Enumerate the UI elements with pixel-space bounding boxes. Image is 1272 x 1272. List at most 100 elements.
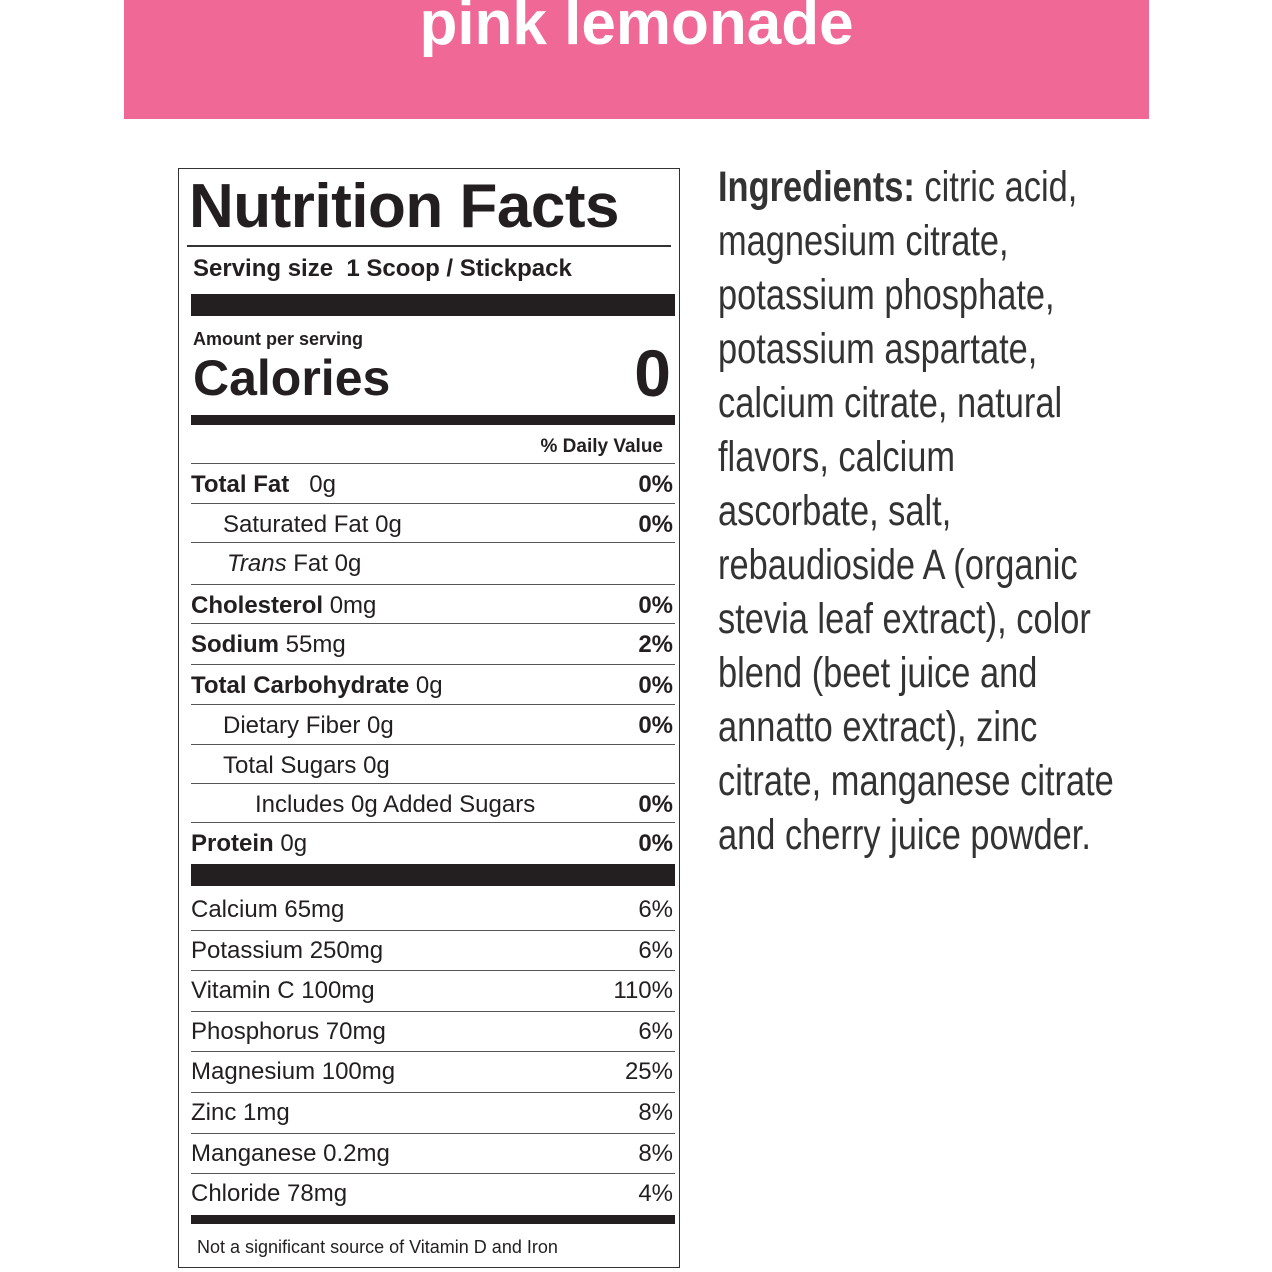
calories-label: Calories xyxy=(193,350,391,406)
banner: pink lemonade xyxy=(124,0,1149,119)
nutrient-label: Total Carbohydrate xyxy=(191,672,410,699)
rule xyxy=(191,704,675,705)
daily-value: 0% xyxy=(638,830,673,857)
thick-bar xyxy=(191,294,675,316)
rule xyxy=(191,1010,675,1012)
footnote: Not a significant source of Vitamin D an… xyxy=(197,1237,558,1257)
nutrient-row: Saturated Fat 0g 0% xyxy=(191,505,673,545)
daily-value: 8% xyxy=(638,1099,673,1126)
daily-value: 6% xyxy=(638,896,673,923)
banner-title: pink lemonade xyxy=(419,0,854,58)
nutrient-label: Includes 0g Added Sugars xyxy=(255,791,536,818)
vitamin-row: Magnesium 100mg 25% xyxy=(191,1052,673,1092)
daily-value: 110% xyxy=(613,977,673,1005)
nutrient-label: Total Sugars xyxy=(223,752,357,779)
vitamin-row: Potassium 250mg 6% xyxy=(191,931,673,971)
nutrient-row: Dietary Fiber 0g 0% xyxy=(191,706,673,746)
daily-value: 2% xyxy=(638,631,673,658)
nutrient-row: Cholesterol 0mg 0% xyxy=(191,586,673,626)
vitamin-name: Vitamin C 100mg xyxy=(191,977,375,1005)
daily-value: 0% xyxy=(638,511,673,538)
nutrient-name: Cholesterol 0mg xyxy=(191,592,376,620)
nutrient-amount: 55mg xyxy=(285,631,346,658)
nutrient-name: Sodium 55mg xyxy=(191,631,346,659)
nutrient-row: Sodium 55mg 2% xyxy=(191,625,673,665)
nutrient-label: Total Fat xyxy=(191,471,290,498)
rule xyxy=(191,822,675,823)
nutrient-amount: 0g xyxy=(309,471,336,498)
rule xyxy=(191,1132,675,1134)
calories-value: 0 xyxy=(634,336,671,410)
nutrient-label: Cholesterol xyxy=(191,592,324,619)
rule xyxy=(187,245,671,247)
nutrient-amount: 0g xyxy=(334,550,362,577)
vitamin-name: Magnesium 100mg xyxy=(191,1058,396,1086)
nutrient-name: Protein 0g xyxy=(191,830,307,858)
nutrient-row: Protein 0g 0% xyxy=(191,824,673,864)
vitamin-name: Zinc 1mg xyxy=(191,1099,290,1126)
vitamin-row: Phosphorus 70mg 6% xyxy=(191,1012,673,1052)
nutrient-row: Total Fat 0g 0% xyxy=(191,465,673,505)
serving-size: Serving size 1 Scoop / Stickpack xyxy=(193,255,572,283)
daily-value: 6% xyxy=(638,936,673,964)
nutrient-label: Sodium xyxy=(191,631,279,658)
thick-bar xyxy=(191,864,675,886)
nutrient-name: Trans Fat 0g xyxy=(191,550,361,578)
nutrient-name: Total Sugars 0g xyxy=(191,752,390,780)
amount-per-serving: Amount per serving xyxy=(193,329,364,349)
daily-value: 0% xyxy=(638,791,673,818)
nutrient-name: Includes 0g Added Sugars xyxy=(191,791,535,819)
daily-value: 0% xyxy=(638,471,673,498)
nutrient-row: Total Carbohydrate 0g 0% xyxy=(191,666,673,706)
daily-value: 25% xyxy=(624,1058,673,1086)
vitamin-row: Chloride 78mg 4% xyxy=(191,1174,673,1214)
vitamin-name: Phosphorus 70mg xyxy=(191,1017,386,1045)
nutrient-label: Saturated Fat xyxy=(223,511,369,538)
daily-value-header: % Daily Value xyxy=(540,436,663,457)
ingredients-text: citric acid, magnesium citrate, potassiu… xyxy=(718,163,1114,859)
nutrient-amount: 0mg xyxy=(329,592,377,619)
vitamin-name: Manganese 0.2mg xyxy=(191,1139,390,1167)
vitamin-name: Calcium 65mg xyxy=(191,896,345,923)
nutrient-name: Saturated Fat 0g xyxy=(191,511,402,539)
serving-label: Serving size xyxy=(193,255,334,282)
rule xyxy=(191,503,675,504)
nutrient-label: Fat xyxy=(293,550,328,577)
nutrient-row: Total Sugars 0g xyxy=(191,746,673,786)
daily-value: 4% xyxy=(638,1180,673,1208)
label-title: Nutrition Facts xyxy=(189,172,619,241)
nutrient-amount: 0g xyxy=(280,830,308,857)
vitamin-name: Potassium 250mg xyxy=(191,936,384,964)
medium-bar xyxy=(191,415,675,425)
nutrient-label: Protein xyxy=(191,830,274,857)
vitamin-row: Vitamin C 100mg 110% xyxy=(191,971,673,1011)
nutrient-label: Dietary Fiber xyxy=(223,712,361,739)
nutrient-name: Total Fat 0g xyxy=(191,471,336,499)
ingredients-label: Ingredients: xyxy=(718,163,915,211)
nutrient-row: Trans Fat 0g xyxy=(191,544,673,584)
daily-value: 0% xyxy=(638,592,673,619)
rule xyxy=(191,929,675,931)
rule xyxy=(191,783,675,784)
vitamin-row: Zinc 1mg 8% xyxy=(191,1093,673,1133)
nutrient-amount: 0g xyxy=(363,752,390,779)
vitamin-name: Chloride 78mg xyxy=(191,1180,348,1208)
rule xyxy=(191,542,675,543)
serving-value: 1 Scoop / Stickpack xyxy=(346,255,572,282)
vitamin-row: Calcium 65mg 6% xyxy=(191,890,673,930)
rule xyxy=(191,584,675,585)
rule xyxy=(191,1173,675,1175)
rule xyxy=(191,623,675,624)
bottom-bar xyxy=(191,1215,675,1224)
nutrient-name: Dietary Fiber 0g xyxy=(191,712,394,740)
rule xyxy=(191,744,675,745)
nutrition-label: Nutrition Facts Serving size 1 Scoop / S… xyxy=(178,168,680,1268)
daily-value: 0% xyxy=(638,672,673,699)
rule xyxy=(191,1092,675,1093)
daily-value: 8% xyxy=(638,1139,673,1167)
nutrient-name-italic: Trans xyxy=(227,550,287,577)
daily-value: 6% xyxy=(638,1017,673,1045)
daily-value: 0% xyxy=(638,712,673,739)
